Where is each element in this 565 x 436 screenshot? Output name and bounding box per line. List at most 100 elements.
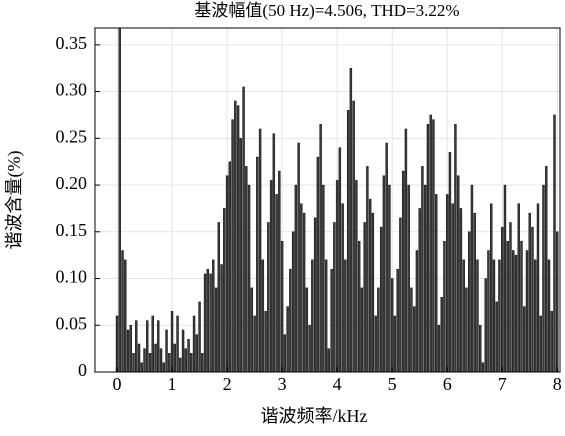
bar xyxy=(154,343,157,372)
plot-area xyxy=(95,28,560,372)
bar xyxy=(437,325,441,372)
bar xyxy=(451,203,454,372)
bar xyxy=(157,320,160,372)
bar xyxy=(201,353,204,372)
y-tick-label: 0 xyxy=(78,360,87,380)
bar xyxy=(390,278,394,372)
bar xyxy=(360,287,364,372)
bar xyxy=(198,301,201,372)
plot-frame xyxy=(94,27,561,373)
bar xyxy=(335,180,339,372)
bar xyxy=(517,203,520,372)
bar xyxy=(203,273,207,372)
bar xyxy=(512,250,515,372)
bar xyxy=(223,208,226,372)
bar xyxy=(162,362,165,372)
x-tick-label: 5 xyxy=(388,374,397,394)
y-tick-label: 0.15 xyxy=(56,220,88,240)
bar xyxy=(212,259,215,372)
x-tick-label: 3 xyxy=(278,374,287,394)
bar xyxy=(423,184,427,372)
bar xyxy=(129,325,132,372)
bar xyxy=(404,128,408,372)
y-axis-label: 谐波含量(%) xyxy=(4,151,25,250)
bar xyxy=(126,329,130,372)
bar xyxy=(286,306,289,372)
bar xyxy=(190,353,193,372)
bar xyxy=(407,184,410,372)
y-tick-label: 0.25 xyxy=(56,126,88,146)
bar xyxy=(137,343,141,372)
chart-title: 基波幅值(50 Hz)=4.506, THD=3.22% xyxy=(194,1,459,20)
bar xyxy=(333,222,336,372)
bar xyxy=(278,170,281,372)
bar xyxy=(465,287,468,372)
bar xyxy=(187,339,190,372)
bar xyxy=(214,287,218,372)
bar xyxy=(415,250,419,372)
bar xyxy=(195,334,199,372)
bar xyxy=(151,315,154,372)
bar xyxy=(440,297,443,372)
bar xyxy=(173,343,176,372)
bar xyxy=(432,119,435,372)
bar xyxy=(253,315,256,372)
bar xyxy=(454,124,457,372)
bar xyxy=(363,222,366,372)
bar xyxy=(418,208,421,372)
x-tick-label: 2 xyxy=(223,374,232,394)
bar xyxy=(236,105,240,372)
bar xyxy=(410,287,413,372)
x-tick-label: 7 xyxy=(498,374,507,394)
bar xyxy=(217,222,221,372)
bar xyxy=(231,119,234,372)
bar xyxy=(220,264,223,372)
bar xyxy=(143,348,146,372)
bar xyxy=(121,250,124,372)
bar xyxy=(473,212,476,372)
bar xyxy=(245,166,248,372)
bar xyxy=(484,278,487,372)
bar xyxy=(192,315,196,372)
y-tick-label: 0.10 xyxy=(56,267,88,287)
bar xyxy=(470,184,474,372)
bar xyxy=(368,198,372,372)
bar xyxy=(479,325,482,372)
bar xyxy=(509,222,512,372)
bar xyxy=(324,259,328,372)
bar xyxy=(490,203,493,372)
bar xyxy=(520,240,523,372)
bar xyxy=(269,180,273,372)
bar xyxy=(272,133,276,372)
bar xyxy=(275,194,278,372)
bar xyxy=(426,124,430,372)
x-axis-label: 谐波频率/kHz xyxy=(261,406,368,426)
bar xyxy=(382,175,386,372)
bar xyxy=(242,86,245,372)
bar xyxy=(534,259,537,372)
bar xyxy=(176,315,179,372)
bar xyxy=(313,217,317,372)
bar xyxy=(547,259,551,372)
bar xyxy=(124,259,127,372)
bar xyxy=(267,222,270,372)
bar xyxy=(181,329,185,372)
bar xyxy=(385,142,388,372)
bar xyxy=(256,156,259,372)
bar xyxy=(481,362,485,372)
bar xyxy=(396,268,399,372)
bar xyxy=(239,138,243,372)
bar xyxy=(492,259,496,372)
bar xyxy=(487,250,490,372)
bar xyxy=(146,320,149,372)
bar xyxy=(168,353,171,372)
bar xyxy=(346,110,350,372)
bar xyxy=(258,128,262,372)
bar xyxy=(327,348,331,372)
bar xyxy=(542,184,545,372)
bar xyxy=(495,301,498,372)
bar xyxy=(135,320,138,372)
bar xyxy=(352,100,355,372)
bar xyxy=(456,175,460,372)
bar xyxy=(501,226,504,372)
